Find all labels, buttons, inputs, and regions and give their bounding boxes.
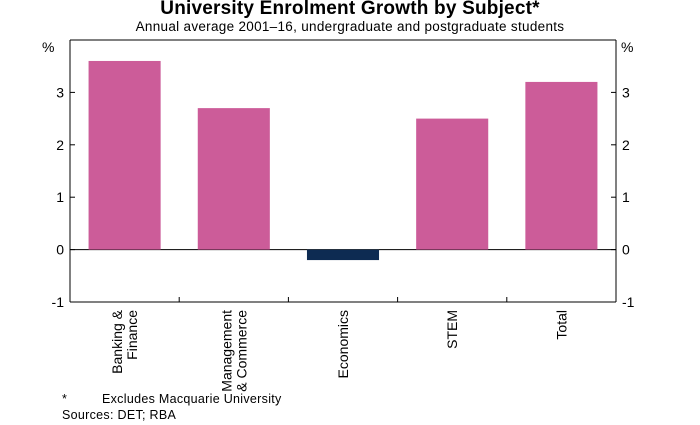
- y-tick-label-left: 1: [56, 189, 64, 205]
- x-tick-label: Economics: [335, 310, 351, 378]
- footnote-marker: *: [62, 392, 68, 406]
- y-tick-label-left: 3: [56, 84, 64, 100]
- y-tick-label-left: 2: [56, 137, 64, 153]
- bar: [88, 60, 161, 250]
- footnote-text: Excludes Macquarie University: [102, 392, 282, 406]
- y-tick-label-left: -1: [52, 294, 65, 310]
- bar: [197, 108, 270, 250]
- bar: [416, 118, 489, 250]
- x-tick-label: Management& Commerce: [218, 310, 249, 392]
- y-tick-label-right: 1: [622, 189, 630, 205]
- y-tick-label-left: 0: [56, 242, 64, 258]
- y-unit-right: %: [621, 39, 633, 55]
- bar: [525, 81, 598, 250]
- x-tick-label: STEM: [444, 310, 460, 349]
- y-tick-label-right: -1: [622, 294, 635, 310]
- sources-note: Sources: DET; RBA: [62, 408, 177, 422]
- y-tick-label-right: 2: [622, 137, 630, 153]
- x-tick-label: Total: [553, 310, 569, 340]
- chart-subtitle: Annual average 2001–16, undergraduate an…: [135, 19, 565, 34]
- y-tick-label-right: 0: [622, 242, 630, 258]
- bar: [306, 249, 380, 261]
- x-tick-label: Banking &Finance: [109, 309, 140, 373]
- y-unit-left: %: [42, 39, 54, 55]
- footnote: * Excludes Macquarie University: [62, 392, 282, 406]
- chart-title: University Enrolment Growth by Subject*: [160, 0, 540, 19]
- y-tick-label-right: 3: [622, 84, 630, 100]
